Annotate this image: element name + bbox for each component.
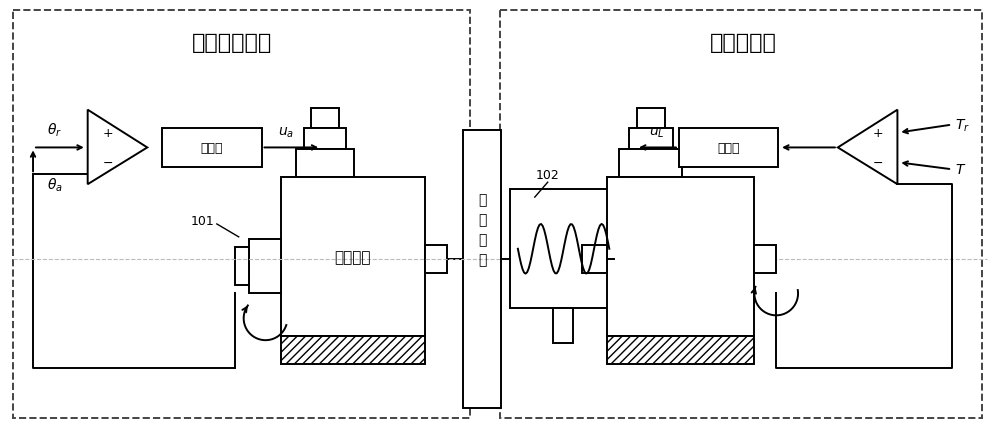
Text: +: + <box>102 127 113 140</box>
Text: 载: 载 <box>478 252 486 266</box>
Bar <box>754 245 776 273</box>
Polygon shape <box>838 111 897 185</box>
Bar <box>582 245 607 273</box>
Bar <box>13 11 470 418</box>
Text: 102: 102 <box>536 169 560 181</box>
Bar <box>281 178 425 336</box>
Bar <box>629 128 673 150</box>
Bar <box>296 150 354 178</box>
Text: 力加载系统: 力加载系统 <box>710 33 777 53</box>
Text: $T_r$: $T_r$ <box>955 117 970 133</box>
Text: 控制器: 控制器 <box>717 141 740 154</box>
Text: −: − <box>102 157 113 169</box>
Bar <box>510 190 614 309</box>
Bar <box>607 336 754 364</box>
Text: +: + <box>872 127 883 140</box>
Bar <box>235 247 249 285</box>
Bar <box>679 128 778 168</box>
Text: 液压马达: 液压马达 <box>335 250 371 264</box>
Text: $\theta_a$: $\theta_a$ <box>47 176 63 194</box>
Bar <box>500 11 982 418</box>
Bar <box>607 178 754 336</box>
Bar <box>619 150 682 178</box>
Text: $\theta_r$: $\theta_r$ <box>47 122 62 139</box>
Text: $T$: $T$ <box>955 163 966 177</box>
Text: 101: 101 <box>191 215 215 228</box>
Text: 位置伺服系统: 位置伺服系统 <box>192 33 272 53</box>
Text: 拟: 拟 <box>478 212 486 227</box>
Bar <box>553 309 573 344</box>
Text: 负: 负 <box>478 232 486 246</box>
Bar <box>304 128 346 150</box>
Bar <box>249 239 281 294</box>
Polygon shape <box>88 111 147 185</box>
Bar <box>281 336 425 364</box>
Bar <box>425 245 447 273</box>
Bar <box>463 130 501 408</box>
Text: −: − <box>872 157 883 169</box>
Bar <box>311 108 339 128</box>
Text: 控制器: 控制器 <box>201 141 223 154</box>
Text: $u_a$: $u_a$ <box>278 125 294 139</box>
Text: 模: 模 <box>478 193 486 207</box>
Bar <box>637 108 665 128</box>
Bar <box>162 128 262 168</box>
Text: $u_L$: $u_L$ <box>649 125 665 139</box>
